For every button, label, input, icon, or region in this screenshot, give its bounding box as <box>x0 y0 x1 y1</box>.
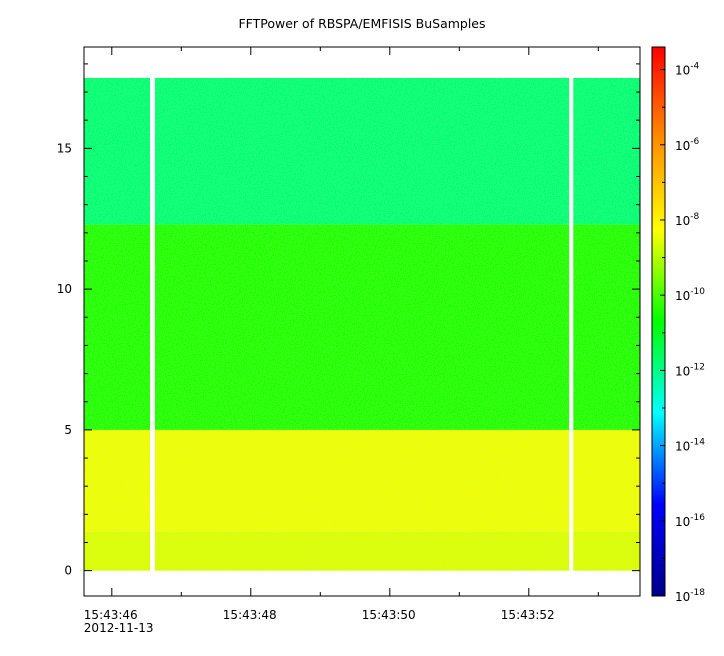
x-tick-label: 15:43:50 <box>362 608 416 622</box>
colorbar: 10-4 10-6 10-8 10-10 10-12 10-14 10-16 10-18 <box>651 46 705 604</box>
y-tick-label: 0 <box>64 564 72 578</box>
colorbar-tick-label: 10-12 <box>675 362 705 378</box>
plot-area <box>84 76 640 572</box>
colorbar-tick-label: 10-10 <box>675 287 705 303</box>
spectrogram-band-texture-0 <box>84 531 640 571</box>
colorbar-tick-label: 10-16 <box>675 513 705 529</box>
data-gap-0 <box>150 76 155 572</box>
colorbar-tick-label: 10-4 <box>675 62 700 78</box>
chart-title: FFTPower of RBSPA/EMFISIS BuSamples <box>238 16 486 31</box>
colorbar-tick-label: 10-8 <box>675 212 700 228</box>
x-tick-label: 15:43:46 <box>84 608 138 622</box>
axes: 0 5 10 15 15:43:46 15:43:48 15:43:50 15:43:52 20… <box>57 46 641 635</box>
colorbar-tick-label: 10-18 <box>675 588 705 604</box>
colorbar-gradient <box>651 46 666 597</box>
x-tick-label: 15:43:52 <box>501 608 555 622</box>
spectrogram-band-texture-2 <box>84 224 640 430</box>
spectrogram-band-texture-3 <box>84 77 640 225</box>
y-tick-label: 15 <box>57 141 72 155</box>
spectrogram-band-texture-1 <box>84 429 640 532</box>
colorbar-tick-label: 10-6 <box>675 137 700 153</box>
x-tick-label: 15:43:48 <box>223 608 277 622</box>
plot-frame <box>83 46 641 597</box>
colorbar-tick-label: 10-14 <box>675 438 705 454</box>
x-date-label: 2012-11-13 <box>84 621 154 635</box>
data-gap-1 <box>569 76 574 572</box>
y-tick-label: 10 <box>57 282 72 296</box>
y-tick-label: 5 <box>64 423 72 437</box>
